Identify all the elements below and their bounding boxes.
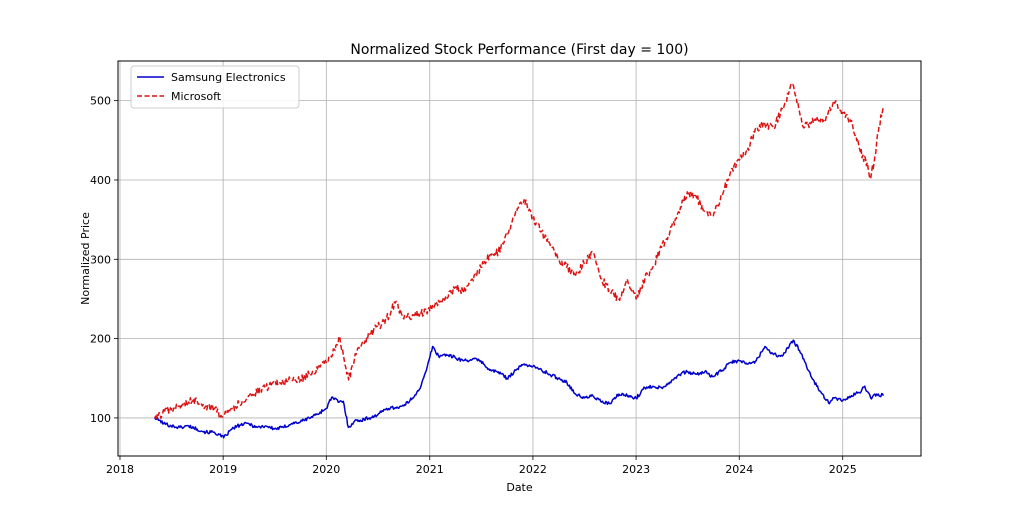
x-tick-label: 2022 xyxy=(519,463,547,476)
x-tick-label: 2019 xyxy=(209,463,237,476)
series-line-microsoft xyxy=(154,83,885,422)
x-tick-label: 2024 xyxy=(725,463,753,476)
grid-lines xyxy=(118,61,921,456)
plot-frame xyxy=(117,60,922,457)
series-layer xyxy=(154,83,885,439)
y-tick-label: 100 xyxy=(90,412,111,425)
legend: Samsung Electronics Microsoft xyxy=(130,65,300,109)
y-tick-label: 300 xyxy=(90,253,111,266)
x-tick-label: 2018 xyxy=(106,463,134,476)
x-tick-label: 2021 xyxy=(416,463,444,476)
x-tick-label: 2025 xyxy=(829,463,857,476)
y-axis-label: Normalized Price xyxy=(79,212,92,305)
y-tick-label: 400 xyxy=(90,174,111,187)
x-axis-ticks: 2018 2019 2020 2021 2022 2023 2024 2025 xyxy=(106,456,857,476)
y-axis-ticks: 100 200 300 400 500 xyxy=(90,95,118,425)
series-line-samsung xyxy=(154,339,885,439)
x-tick-label: 2020 xyxy=(312,463,340,476)
x-tick-label: 2023 xyxy=(622,463,650,476)
x-axis-label: Date xyxy=(506,481,533,494)
chart-title: Normalized Stock Performance (First day … xyxy=(350,42,688,58)
y-tick-label: 500 xyxy=(90,95,111,108)
y-tick-label: 200 xyxy=(90,333,111,346)
legend-box xyxy=(130,65,300,109)
legend-label-microsoft: Microsoft xyxy=(171,90,222,103)
legend-label-samsung: Samsung Electronics xyxy=(171,71,286,84)
